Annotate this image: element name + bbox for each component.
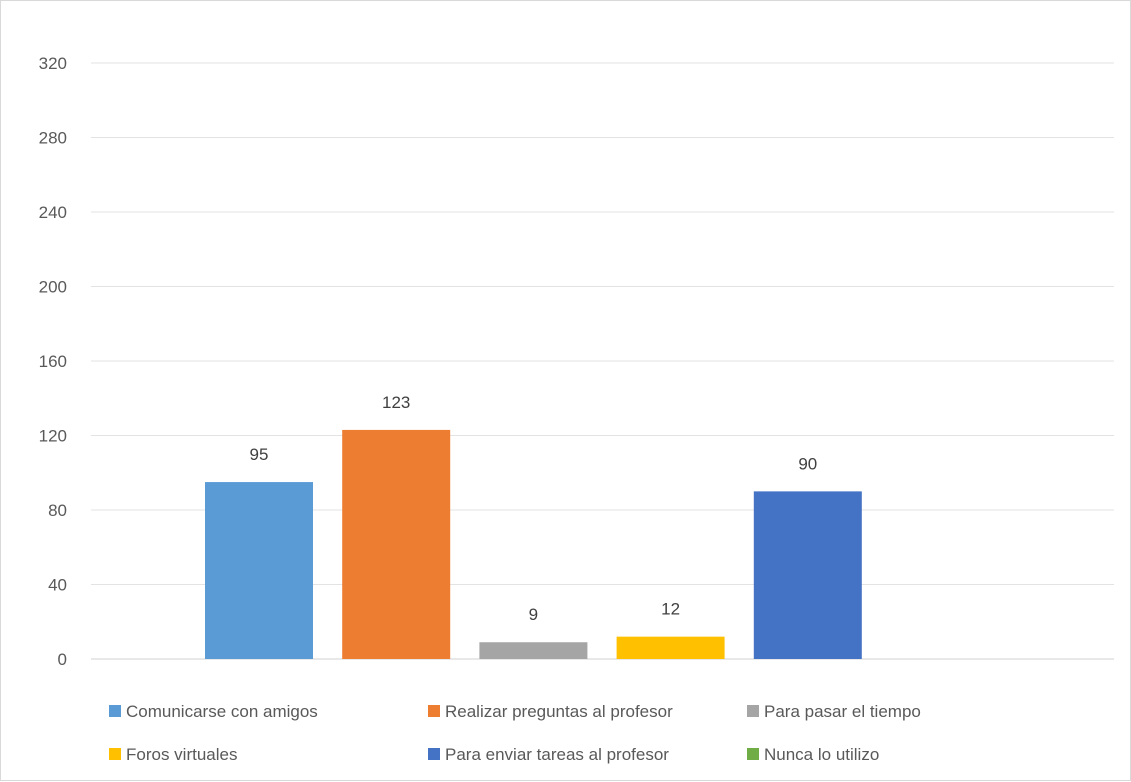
y-tick-label: 160	[39, 352, 67, 371]
y-tick-label: 280	[39, 129, 67, 148]
y-tick-label: 240	[39, 203, 67, 222]
legend-swatch	[747, 748, 759, 760]
legend-swatch	[428, 748, 440, 760]
legend-swatch	[109, 748, 121, 760]
data-label: 12	[661, 600, 680, 619]
legend-label: Para pasar el tiempo	[764, 702, 921, 721]
bar-5	[753, 491, 862, 659]
y-tick-label: 0	[58, 650, 67, 669]
legend-swatch	[109, 705, 121, 717]
legend-swatch	[428, 705, 440, 717]
y-tick-label: 40	[48, 576, 67, 595]
bar-2	[342, 429, 451, 659]
y-tick-label: 120	[39, 427, 67, 446]
legend-swatch	[747, 705, 759, 717]
data-label: 123	[382, 393, 410, 412]
legend-label: Para enviar tareas al profesor	[445, 745, 669, 764]
legend-label: Nunca lo utilizo	[764, 745, 879, 764]
legend-label: Foros virtuales	[126, 745, 237, 764]
y-tick-label: 200	[39, 278, 67, 297]
y-tick-label: 320	[39, 54, 67, 73]
y-tick-label: 80	[48, 501, 67, 520]
legend-label: Realizar preguntas al profesor	[445, 702, 673, 721]
bar-4	[616, 636, 725, 659]
data-label: 9	[529, 605, 538, 624]
bar-3	[479, 642, 588, 659]
bar-1	[205, 482, 313, 659]
legend-label: Comunicarse con amigos	[126, 702, 318, 721]
data-label: 90	[798, 454, 817, 473]
data-label: 95	[250, 445, 269, 464]
